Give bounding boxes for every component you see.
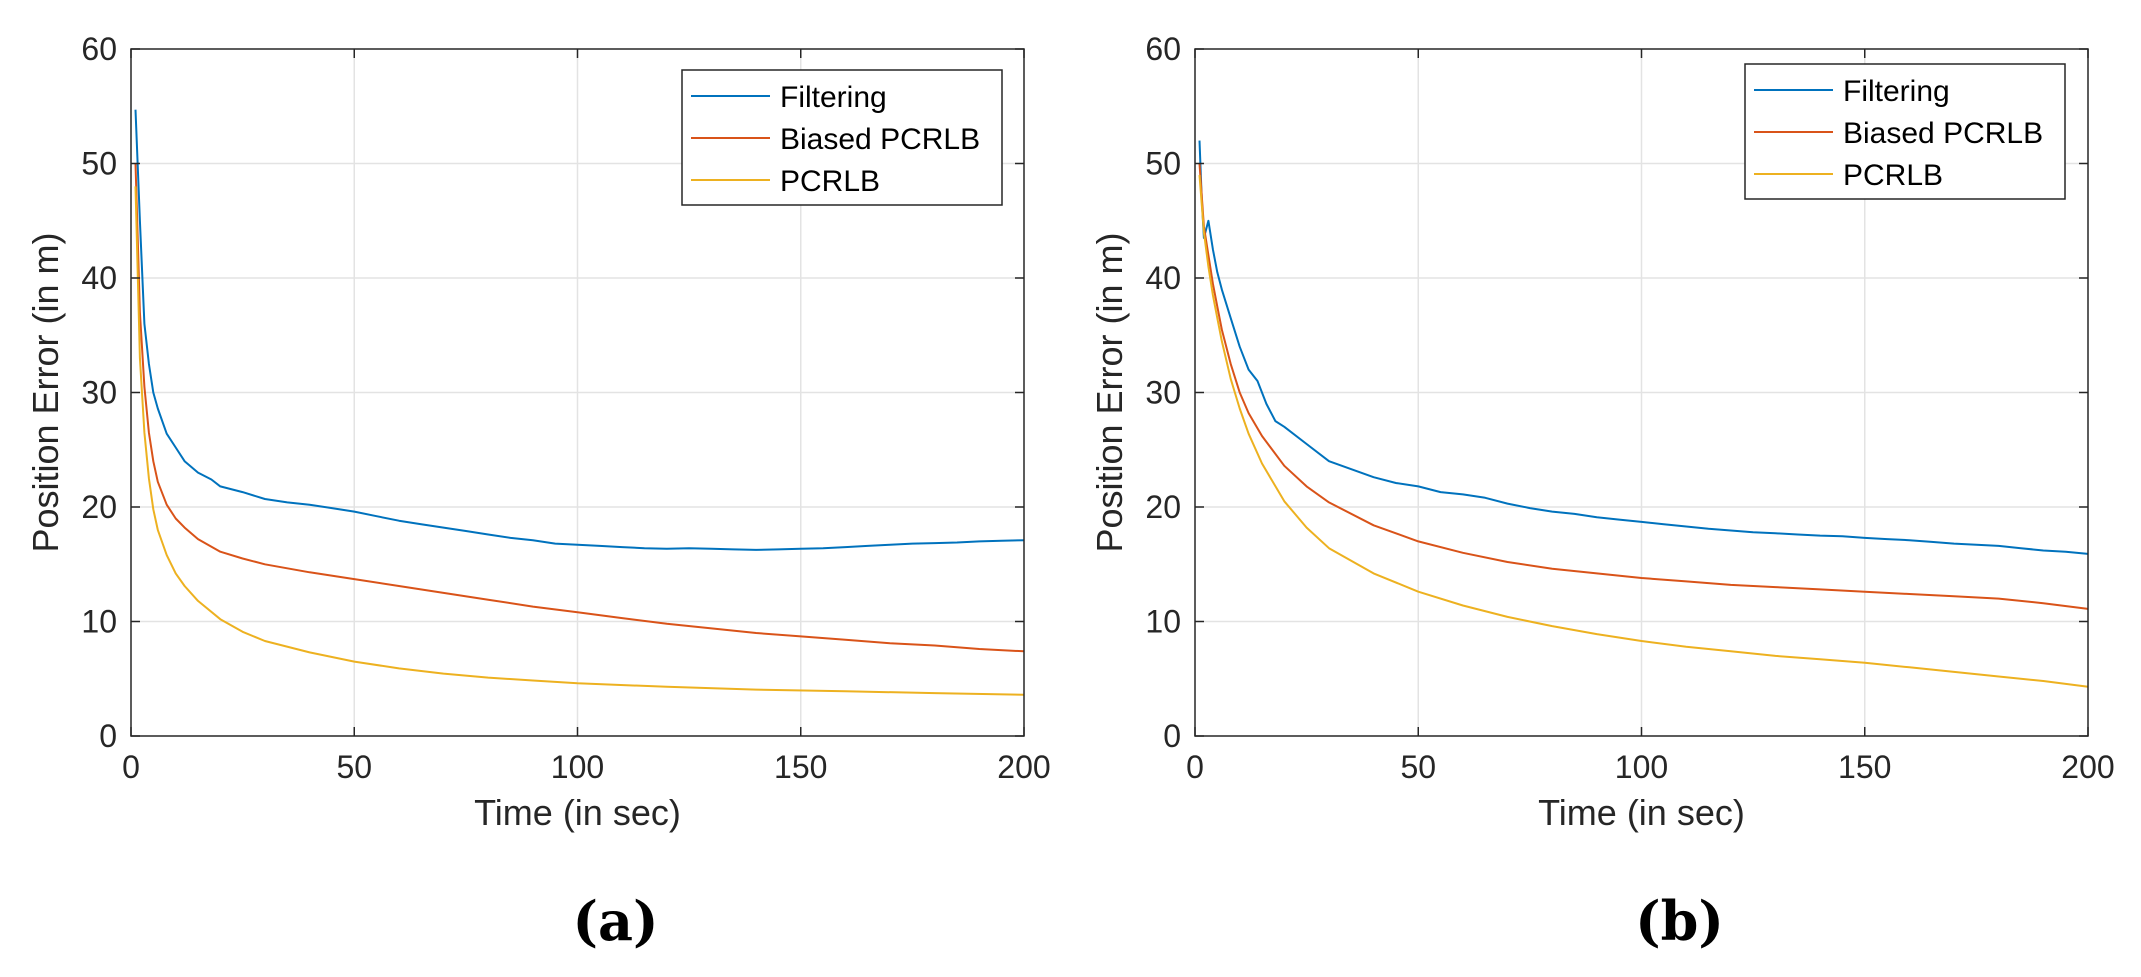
y-tick-label: 20 bbox=[1145, 489, 1181, 525]
x-tick-label: 100 bbox=[551, 749, 604, 785]
series-line-filtering bbox=[134, 109, 1025, 551]
legend-entry-label: Filtering bbox=[780, 81, 887, 114]
y-tick-label: 10 bbox=[81, 604, 117, 640]
series-line-filtering bbox=[1198, 140, 2089, 555]
x-axis-label: Time (in sec) bbox=[474, 792, 681, 833]
legend-entry-label: Biased PCRLB bbox=[780, 123, 980, 156]
x-tick-label: 50 bbox=[336, 749, 372, 785]
y-tick-label: 60 bbox=[81, 31, 117, 67]
chart-panel-b: 0 50 100 150 200 0 10 20 30 40 50 60 Time (in sec) Po… bbox=[1089, 31, 2115, 953]
y-axis-label: Position Error (in m) bbox=[25, 232, 66, 552]
y-tick-label: 10 bbox=[1145, 604, 1181, 640]
y-tick-label: 40 bbox=[81, 260, 117, 296]
series-line-pcrlb bbox=[1198, 174, 2089, 688]
y-tick-label: 60 bbox=[1145, 31, 1181, 67]
x-tick-label: 0 bbox=[122, 749, 140, 785]
panel-label: (b) bbox=[1635, 889, 1724, 953]
legend-entry-label: Filtering bbox=[1843, 75, 1950, 108]
y-tick-label: 50 bbox=[81, 146, 117, 182]
x-tick-label: 50 bbox=[1400, 749, 1436, 785]
panel-label: (a) bbox=[572, 889, 658, 953]
x-tick-label: 150 bbox=[1838, 749, 1891, 785]
y-tick-label: 40 bbox=[1145, 260, 1181, 296]
x-tick-label: 200 bbox=[2061, 749, 2114, 785]
series-line-biased-pcrlb bbox=[134, 163, 1025, 653]
y-tick-label: 50 bbox=[1145, 146, 1181, 182]
y-tick-label: 30 bbox=[1145, 375, 1181, 411]
y-tick-label: 0 bbox=[99, 718, 117, 754]
x-tick-label: 150 bbox=[774, 749, 827, 785]
x-tick-label: 0 bbox=[1186, 749, 1204, 785]
y-tick-label: 0 bbox=[1163, 718, 1181, 754]
y-axis-label: Position Error (in m) bbox=[1089, 232, 1130, 552]
y-tick-label: 20 bbox=[81, 489, 117, 525]
legend-entry-label: PCRLB bbox=[780, 165, 880, 198]
legend-entry-label: Biased PCRLB bbox=[1843, 117, 2043, 150]
legend-entry-label: PCRLB bbox=[1843, 159, 1943, 192]
chart-panel-a: 0 50 100 150 200 0 10 20 30 40 50 60 Time (in sec) Po… bbox=[25, 31, 1051, 953]
x-axis-label: Time (in sec) bbox=[1538, 792, 1745, 833]
series-line-pcrlb bbox=[134, 186, 1025, 696]
x-tick-label: 100 bbox=[1615, 749, 1668, 785]
y-tick-label: 30 bbox=[81, 375, 117, 411]
x-tick-label: 200 bbox=[997, 749, 1050, 785]
series-line-biased-pcrlb bbox=[1198, 163, 2089, 610]
